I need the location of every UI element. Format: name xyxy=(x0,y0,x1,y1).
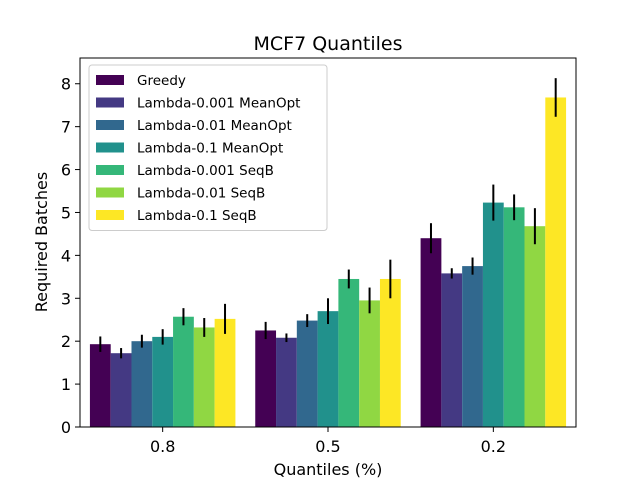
bar xyxy=(110,353,132,427)
y-tick-label: 6 xyxy=(61,161,71,180)
legend-label: Lambda-0.1 MeanOpt xyxy=(137,141,283,157)
legend-swatch xyxy=(96,165,124,175)
y-tick-label: 3 xyxy=(61,289,71,308)
x-tick-label: 0.2 xyxy=(481,437,506,456)
bar xyxy=(338,278,360,427)
bar xyxy=(255,330,277,427)
bar xyxy=(193,327,215,427)
bar xyxy=(462,266,483,427)
bar xyxy=(131,341,153,427)
x-tick-label: 0.5 xyxy=(315,437,340,456)
bar xyxy=(296,320,318,427)
y-tick-label: 7 xyxy=(61,118,71,137)
legend-swatch xyxy=(96,75,124,85)
legend-label: Lambda-0.01 MeanOpt xyxy=(137,118,292,134)
bar xyxy=(420,238,442,427)
bar xyxy=(359,300,380,427)
bar xyxy=(441,273,463,427)
legend-swatch xyxy=(96,142,124,153)
legend: Greedy Lambda-0.001 MeanOpt Lambda-0.01 Me… xyxy=(88,64,328,231)
y-tick-label: 2 xyxy=(61,332,71,351)
bar xyxy=(503,207,525,427)
bar xyxy=(214,318,236,427)
legend-label: Lambda-0.001 MeanOpt xyxy=(137,96,300,112)
bar xyxy=(317,311,339,427)
x-axis-label: Quantiles (%) xyxy=(274,460,383,479)
y-tick-label: 1 xyxy=(61,375,71,394)
bar xyxy=(89,344,111,427)
bar xyxy=(524,226,546,427)
bar xyxy=(276,337,297,427)
legend-swatch xyxy=(96,187,124,198)
bar xyxy=(545,97,567,427)
x-tick-label: 0.8 xyxy=(150,437,175,456)
y-tick-label: 0 xyxy=(61,418,71,437)
legend-swatch xyxy=(96,120,124,130)
legend-label: Lambda-0.01 SeqB xyxy=(137,186,265,202)
legend-box xyxy=(88,64,328,231)
legend-label: Lambda-0.001 SeqB xyxy=(137,163,274,179)
bar xyxy=(152,336,174,427)
legend-label: Greedy xyxy=(137,73,186,89)
plot-area: 0 1 2 3 4 5 6 7 8 0.8 0.5 0.2 xyxy=(61,57,577,456)
legend-label: Lambda-0.1 SeqB xyxy=(137,208,257,224)
bar xyxy=(173,316,194,427)
bar xyxy=(379,278,401,427)
y-tick-label: 4 xyxy=(61,246,71,265)
y-tick-label: 8 xyxy=(61,75,71,94)
y-axis-label: Required Batches xyxy=(32,172,51,312)
bar xyxy=(482,202,504,427)
legend-swatch xyxy=(96,210,124,220)
chart-title: MCF7 Quantiles xyxy=(254,33,403,55)
legend-swatch xyxy=(96,97,124,108)
y-tick-label: 5 xyxy=(61,203,71,222)
